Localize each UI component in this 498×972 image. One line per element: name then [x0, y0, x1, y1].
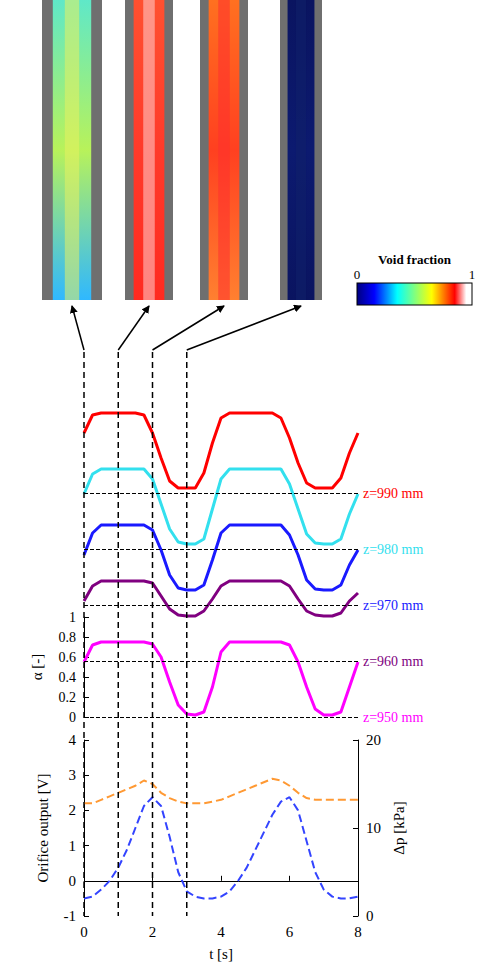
svg-text:z=950 mm: z=950 mm [363, 710, 423, 725]
svg-text:Δp [kPa]: Δp [kPa] [391, 801, 407, 854]
svg-text:z=990 mm: z=990 mm [363, 486, 423, 501]
svg-text:10: 10 [366, 820, 381, 836]
svg-text:0: 0 [69, 710, 76, 725]
svg-text:4: 4 [69, 732, 77, 748]
svg-text:1: 1 [69, 838, 77, 854]
svg-text:z=970 mm: z=970 mm [363, 598, 423, 613]
svg-text:0: 0 [80, 924, 88, 940]
svg-text:z=960 mm: z=960 mm [363, 654, 423, 669]
svg-text:t [s]: t [s] [209, 946, 233, 962]
svg-text:-1: -1 [64, 908, 77, 924]
svg-text:0.2: 0.2 [59, 690, 77, 705]
svg-text:2: 2 [149, 924, 157, 940]
svg-text:0: 0 [354, 267, 361, 282]
svg-text:α [-]: α [-] [29, 654, 45, 681]
svg-text:3: 3 [69, 767, 77, 783]
svg-text:0.8: 0.8 [59, 630, 77, 645]
svg-text:20: 20 [366, 732, 381, 748]
svg-text:1: 1 [469, 267, 476, 282]
svg-text:0: 0 [69, 873, 77, 889]
svg-text:Void fraction: Void fraction [378, 252, 452, 267]
svg-text:0.4: 0.4 [59, 670, 77, 685]
svg-text:0: 0 [366, 908, 374, 924]
svg-text:2: 2 [69, 802, 77, 818]
svg-text:4: 4 [217, 924, 225, 940]
svg-text:0.6: 0.6 [59, 650, 77, 665]
svg-text:6: 6 [286, 924, 294, 940]
svg-text:Orifice output [V]: Orifice output [V] [35, 773, 51, 882]
svg-text:1: 1 [69, 610, 76, 625]
svg-text:8: 8 [354, 924, 362, 940]
svg-text:z=980 mm: z=980 mm [363, 542, 423, 557]
